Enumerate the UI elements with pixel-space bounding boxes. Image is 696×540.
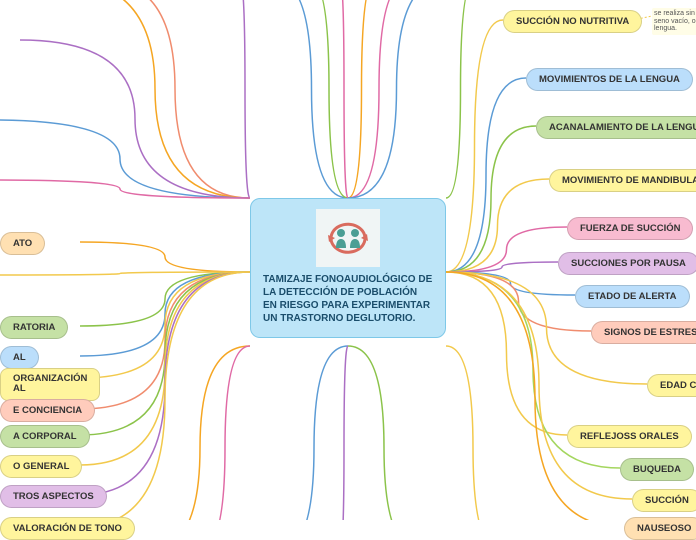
node-estado_alerta[interactable]: ETADO DE ALERTA [575,285,690,308]
center-title: TAMIZAJE FONOAUDIOLÓGICO DE LA DETECCIÓN… [261,273,435,325]
center-node[interactable]: TAMIZAJE FONOAUDIOLÓGICO DE LA DETECCIÓN… [250,198,446,338]
node-otros_aspectos[interactable]: TROS ASPECTOS [0,485,107,508]
node-reflejoss_orales[interactable]: REFLEJOSS ORALES [567,425,692,448]
subnode-sub_succion: se realiza sin seno vacío, o lengua. [652,8,696,35]
node-organizacion[interactable]: ORGANIZACIÓN AL [0,368,100,401]
node-conciencia[interactable]: E CONCIENCIA [0,399,95,422]
node-nauseoso[interactable]: NAUSEOSO [624,517,696,540]
node-al[interactable]: AL [0,346,39,369]
node-ratoria[interactable]: RATORIA [0,316,68,339]
node-valoracion_tono[interactable]: VALORACIÓN DE TONO [0,517,135,540]
node-succion_no_nutritiva[interactable]: SUCCIÓN NO NUTRITIVA [503,10,642,33]
node-succion[interactable]: SUCCIÓN [632,489,696,512]
node-signos_estres[interactable]: SIGNOS DE ESTRES [591,321,696,344]
node-ato[interactable]: ATO [0,232,45,255]
node-acanalamiento_lengua[interactable]: ACANALAMIENTO DE LA LENGUA [536,116,696,139]
node-movimiento_mandibula[interactable]: MOVIMIENTO DE MANDIBULA [549,169,696,192]
node-movimientos_lengua[interactable]: MOVIMIENTOS DE LA LENGUA [526,68,693,91]
node-fuerza_succion[interactable]: FUERZA DE SUCCIÓN [567,217,693,240]
node-corporal[interactable]: A CORPORAL [0,425,90,448]
node-edad_co[interactable]: EDAD CO [647,374,696,397]
node-succiones_pausa[interactable]: SUCCIONES POR PAUSA [558,252,696,275]
node-general[interactable]: O GENERAL [0,455,82,478]
node-buqueda[interactable]: BUQUEDA [620,458,694,481]
center-icon [316,209,380,267]
